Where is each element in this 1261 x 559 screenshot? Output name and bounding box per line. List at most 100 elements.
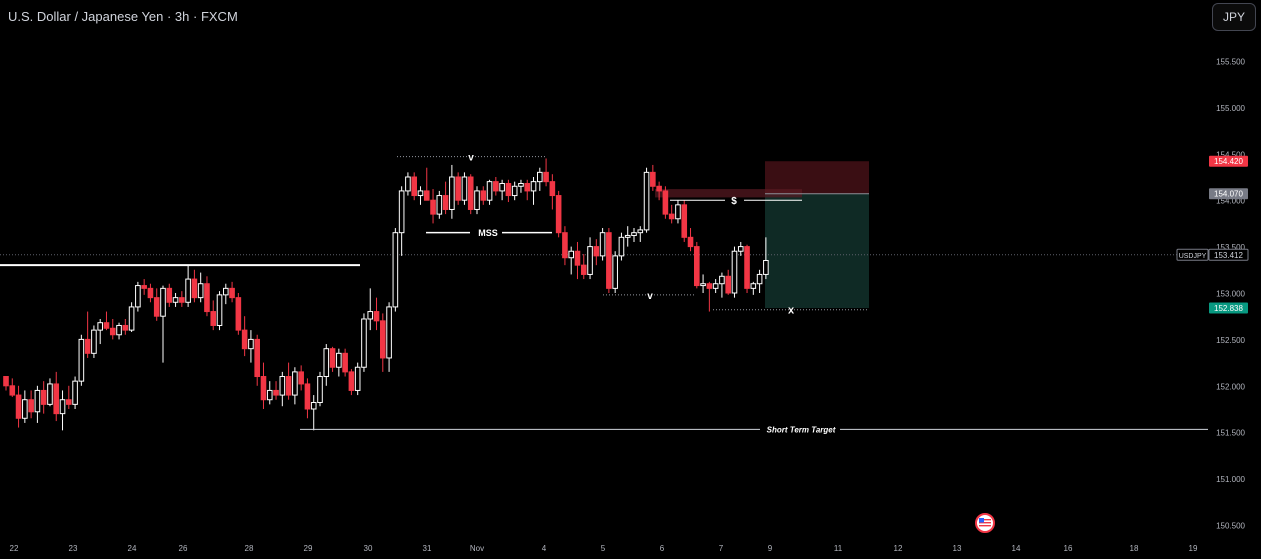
candle-body [310,402,317,410]
x-tick-label: 12 [894,544,903,553]
candle [486,179,493,205]
candle [28,390,34,419]
candle [436,190,443,219]
candle [103,311,110,331]
y-tick-label: 152.000 [1216,382,1245,391]
target-price-tag-box [1209,302,1248,314]
x-tick-label: 28 [245,544,254,553]
candle-body [737,246,744,252]
candle-body [631,232,637,236]
candle [141,279,147,295]
candle-body [756,273,763,285]
candle [737,241,744,256]
candle-body [72,380,78,405]
symbol-tag-box [1176,248,1209,261]
candle-body [304,383,311,410]
candle [235,293,242,335]
candle-body [624,234,631,238]
candle [348,369,355,396]
candle [505,179,512,203]
candle-body [223,287,229,296]
candle [241,316,248,357]
candle [606,228,612,293]
candle [568,246,575,275]
candle-body [524,182,531,192]
candle [22,390,28,423]
candle-body [135,285,141,308]
candle [386,302,392,372]
candle [279,371,286,407]
target-profit-zone [765,193,869,309]
candle-body [423,190,430,201]
candle-body [637,229,644,234]
candle-body [361,318,367,368]
currency-button[interactable]: JPY [1212,3,1256,31]
candle-body [153,297,160,317]
candle [285,362,292,400]
symbol-tag-text: USDJPY [1179,253,1207,260]
candle-body [266,389,273,401]
top-marker: v [468,153,474,164]
candle-body [719,275,725,285]
candle [9,378,16,397]
candle-body [248,338,254,350]
liquidity-marker: $ [731,196,737,207]
candle-body [78,338,85,382]
candle-body [725,275,732,294]
target-price-tag: 152.838 [1209,302,1248,314]
candle-body [367,311,374,320]
candle-body [505,182,512,197]
candle-body [260,376,267,401]
us-flag-icon[interactable] [975,513,995,533]
candle-body [22,399,28,419]
candle [53,371,60,422]
candle [725,269,732,295]
y-tick-label: 151.000 [1216,475,1245,484]
candle [273,381,279,400]
x-tick-label: 16 [1064,544,1073,553]
candle [147,283,154,303]
x-tick-label: Nov [470,544,484,553]
y-tick-label: 154.500 [1216,150,1245,159]
candle-body [147,287,154,299]
candle-body [493,181,499,192]
candle-body [191,278,198,299]
candle-body [342,352,348,373]
y-tick-label: 155.000 [1216,104,1245,113]
candle-body [254,338,260,378]
candle-body [574,250,581,266]
x-tick-label: 26 [179,544,188,553]
candle-body [329,348,336,368]
candle [574,241,581,280]
candle-body [643,171,650,231]
candle-body [587,246,593,275]
candle-body [763,260,769,275]
candle [135,281,141,312]
x-tick-label: 7 [719,544,724,553]
candle-body [694,246,700,287]
candle-body [474,190,480,210]
candle [329,346,336,372]
candle [197,272,204,303]
candle [763,237,769,280]
candle [549,174,556,210]
candle [750,281,757,295]
candle-body [681,204,688,238]
candle [562,226,568,266]
candle [631,228,637,242]
candle [662,186,669,219]
candle [624,226,631,247]
x-tick-label: 31 [423,544,432,553]
low-marker: v [647,291,653,302]
candle-body [116,324,122,336]
x-tick-label: 13 [953,544,962,553]
candle [109,318,116,340]
candle [116,322,122,340]
candle-body [380,320,386,359]
candle-body [122,324,129,331]
target-price-tag-text: 152.838 [1214,304,1243,313]
y-tick-label: 151.500 [1216,429,1245,438]
short-term-target-label: Short Term Target [767,425,836,434]
x-tick-label: 30 [364,544,373,553]
